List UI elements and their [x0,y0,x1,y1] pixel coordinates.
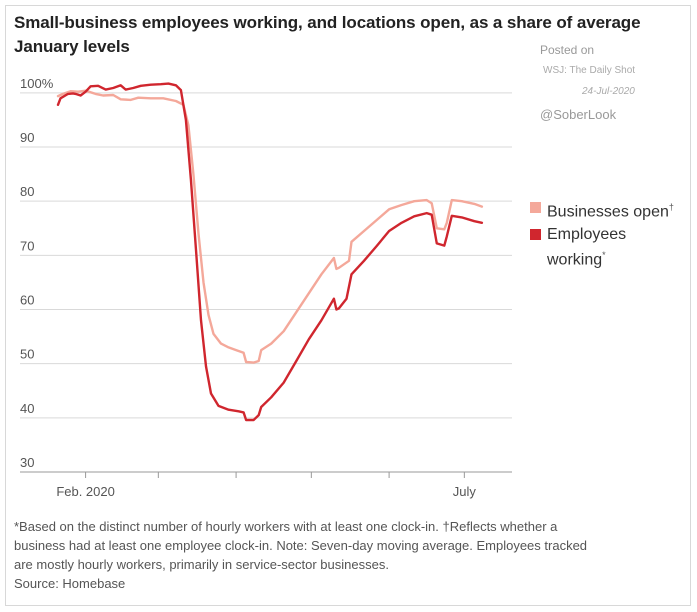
y-tick-label: 30 [20,455,34,470]
footnote-source: Source: Homebase [14,576,126,591]
series-line-employees-working [56,82,484,422]
outlet-label: WSJ: The Daily Shot [543,65,636,76]
legend-swatch-businesses-open [530,202,541,213]
footnote-line-1: *Based on the distinct number of hourly … [14,519,558,534]
chart-title: Small-business employees working, and lo… [14,13,641,56]
legend-label-businesses-open: Businesses open† [547,202,674,221]
grid-layer [20,92,512,473]
y-tick-label: 40 [20,401,34,416]
series-layer [56,82,484,422]
x-tick-label: Feb. 2020 [56,484,115,499]
series-line-businesses-open [56,89,484,364]
footnote-line-3: are mostly hourly workers, primarily in … [14,557,389,572]
legend-swatch-employees-working [530,229,541,240]
posted-date: 24-Jul-2020 [582,86,635,97]
y-tick-label: 60 [20,293,34,308]
y-tick-label: 70 [20,238,34,253]
footnote-line-2: business had at least one employee clock… [14,538,588,553]
axis-layer: 100% 90 80 70 60 50 40 30 Feb. 2020 July [20,76,512,499]
y-tick-label: 90 [20,130,34,145]
y-tick-label: 80 [20,184,34,199]
y-tick-label: 50 [20,347,34,362]
y-tick-label: 100% [20,76,54,91]
legend-label-employees-working: Employees working* [547,226,627,269]
chart-footnote: *Based on the distinct number of hourly … [14,517,684,593]
author-handle: @SoberLook [540,107,617,122]
posted-label: Posted on [540,43,595,57]
x-tick-label: July [453,484,477,499]
chart-frame [5,5,691,606]
